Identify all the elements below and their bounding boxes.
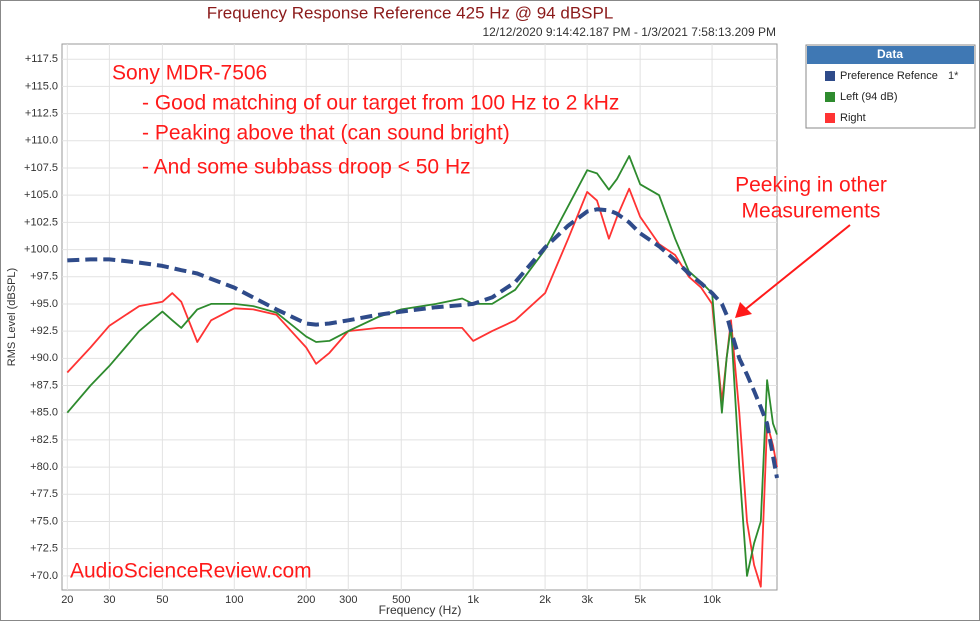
series-line (67, 207, 779, 479)
x-tick-label: 1k (467, 594, 479, 606)
legend-label: Left (94 dB) (840, 91, 897, 103)
callout-arrow (741, 224, 851, 313)
y-tick-label: +92.5 (30, 325, 58, 337)
y-axis-label: RMS Level (dBSPL) (6, 268, 18, 366)
y-tick-label: +115.0 (25, 80, 58, 92)
y-tick-label: +85.0 (30, 407, 58, 419)
x-tick-label: 30 (103, 594, 115, 606)
legend-header (807, 46, 974, 64)
y-tick-label: +117.5 (25, 53, 58, 65)
x-tick-label: 5k (634, 594, 646, 606)
y-tick-label: +72.5 (30, 543, 58, 555)
chart-title: Frequency Response Reference 425 Hz @ 94… (207, 3, 614, 22)
y-tick-label: +75.0 (30, 515, 58, 527)
x-tick-label: 20 (61, 594, 73, 606)
x-tick-label: 500 (392, 594, 410, 606)
legend-swatch (825, 92, 835, 102)
x-axis-label: Frequency (Hz) (379, 603, 462, 617)
chart-subtitle: 12/12/2020 9:14:42.187 PM - 1/3/2021 7:5… (482, 25, 776, 39)
x-tick-label: 200 (297, 594, 315, 606)
legend-label: Preference Refence (840, 70, 938, 82)
y-tick-label: +77.5 (30, 488, 58, 500)
callout-text: Peeking in other (735, 174, 887, 197)
watermark: AudioScienceReview.com (70, 560, 312, 583)
x-tick-label: 50 (156, 594, 168, 606)
x-tick-label: 2k (539, 594, 551, 606)
x-tick-label: 3k (581, 594, 593, 606)
y-tick-label: +82.5 (30, 434, 58, 446)
y-tick-label: +100.0 (24, 243, 58, 255)
y-tick-label: +97.5 (30, 271, 58, 283)
y-tick-label: +105.0 (24, 189, 58, 201)
y-tick-label: +70.0 (30, 570, 58, 582)
x-tick-label: 300 (339, 594, 357, 606)
legend-swatch (825, 113, 835, 123)
series-line (66, 155, 778, 577)
legend-title: Data (877, 47, 903, 61)
y-tick-label: +112.5 (25, 108, 58, 120)
y-tick-label: +80.0 (30, 461, 58, 473)
callout-text: Measurements (742, 200, 881, 223)
x-tick-label: 10k (703, 594, 721, 606)
legend-swatch (825, 71, 835, 81)
y-tick-label: +110.0 (25, 135, 58, 147)
annotation: - Peaking above that (can sound bright) (142, 122, 510, 145)
y-tick-label: +107.5 (24, 162, 58, 174)
legend-label: Right (840, 112, 866, 124)
x-tick-label: 100 (225, 594, 243, 606)
annotation: - Good matching of our target from 100 H… (142, 92, 619, 115)
annotation: - And some subbass droop < 50 Hz (142, 156, 471, 179)
legend-note: 1* (948, 70, 959, 82)
y-tick-label: +102.5 (24, 216, 58, 228)
callout-arrowhead (735, 302, 752, 318)
y-tick-label: +87.5 (30, 379, 58, 391)
plot-area (61, 43, 778, 591)
y-tick-label: +95.0 (30, 298, 58, 310)
annotation: Sony MDR-7506 (112, 62, 267, 85)
y-tick-label: +90.0 (30, 352, 58, 364)
